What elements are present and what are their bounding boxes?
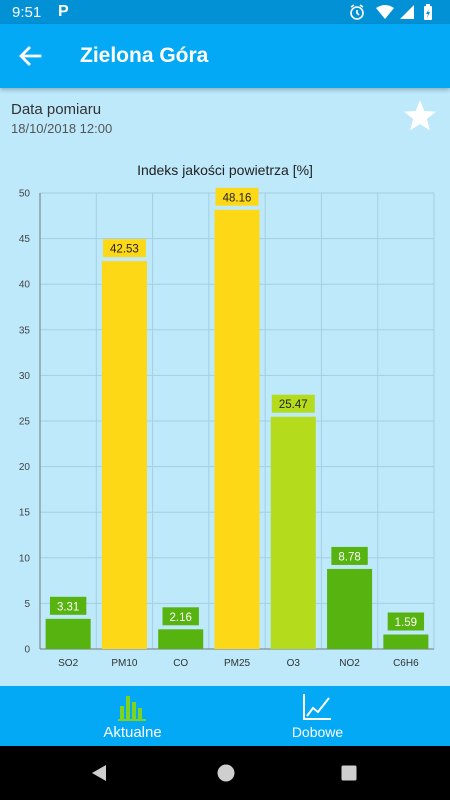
bar-co — [158, 629, 204, 649]
main-content: Data pomiaru 18/10/2018 12:00 Indeks jak… — [0, 88, 450, 686]
value-label: 25.47 — [279, 399, 308, 411]
home-circle-icon[interactable] — [215, 762, 237, 784]
value-label-bg — [271, 394, 315, 413]
value-label-bg — [102, 239, 146, 258]
bar-c6h6 — [383, 634, 429, 649]
value-label-bg — [331, 546, 368, 565]
value-label: 8.78 — [338, 551, 360, 563]
value-label-bg — [215, 187, 259, 206]
bar-o3 — [270, 416, 316, 649]
value-label-bg — [49, 596, 87, 615]
x-tick-label: C6H6 — [393, 658, 419, 669]
value-label-bg — [162, 607, 199, 626]
y-tick-label: 45 — [19, 234, 31, 245]
y-tick-label: 15 — [19, 508, 31, 519]
x-tick-label: PM10 — [111, 658, 138, 669]
measurement-date: 18/10/2018 12:00 — [11, 121, 113, 136]
star-icon[interactable] — [402, 98, 438, 134]
value-label: 2.16 — [170, 612, 192, 624]
x-tick-label: PM25 — [224, 658, 251, 669]
x-tick-label: O3 — [287, 658, 301, 669]
air-quality-bar-chart: 0 5 10 15 20 25 30 35 40 45 50 3.31 SO2 42.53 PM10 2.16… — [19, 187, 435, 669]
status-time: 9:51 — [12, 4, 42, 21]
value-label-bg — [387, 612, 425, 631]
y-tick-label: 25 — [19, 417, 31, 428]
bar-pm10 — [101, 261, 147, 649]
line-chart-icon — [303, 694, 331, 720]
arrow-left-icon[interactable] — [16, 42, 44, 70]
status-bar: 9:51 P — [0, 0, 450, 24]
y-tick-label: 0 — [24, 645, 30, 656]
y-tick-label: 35 — [19, 325, 31, 336]
y-tick-label: 10 — [19, 553, 31, 564]
y-tick-label: 5 — [24, 599, 30, 610]
value-label: 1.59 — [395, 617, 417, 629]
value-label: 3.31 — [57, 601, 79, 613]
back-triangle-icon[interactable] — [90, 764, 108, 782]
nav-label-aktualne: Aktualne — [103, 724, 162, 741]
wifi-icon — [376, 5, 394, 19]
x-tick-label: SO2 — [58, 658, 78, 669]
nav-label-dobowe: Dobowe — [291, 724, 344, 740]
value-label: 48.16 — [223, 192, 252, 204]
value-label: 42.53 — [110, 244, 139, 256]
parking-app-icon: P — [58, 3, 69, 20]
chart-title: Indeks jakości powietrza [%] — [137, 162, 313, 178]
bar-no2 — [327, 568, 373, 649]
signal-icon — [400, 5, 414, 19]
page-title: Zielona Góra — [80, 44, 209, 67]
battery-icon — [424, 4, 432, 20]
app-bar: Zielona Góra — [0, 24, 450, 88]
recents-square-icon[interactable] — [341, 765, 357, 781]
alarm-icon — [350, 4, 364, 20]
bar-pm25 — [214, 209, 260, 649]
y-tick-label: 40 — [19, 280, 31, 291]
bottom-navigation: Aktualne Dobowe — [0, 686, 450, 746]
y-tick-label: 20 — [19, 462, 31, 473]
bar-so2 — [45, 618, 91, 649]
y-tick-label: 50 — [19, 189, 31, 200]
nav-item-aktualne[interactable]: Aktualne — [20, 686, 245, 746]
measurement-label: Data pomiaru — [11, 101, 102, 118]
nav-item-dobowe[interactable]: Dobowe — [205, 686, 430, 746]
y-tick-label: 30 — [19, 371, 31, 382]
x-tick-label: NO2 — [339, 658, 360, 669]
status-icons — [350, 4, 432, 20]
x-tick-label: CO — [173, 658, 188, 669]
bar-chart-icon — [118, 696, 146, 721]
system-navigation-bar — [0, 746, 450, 800]
